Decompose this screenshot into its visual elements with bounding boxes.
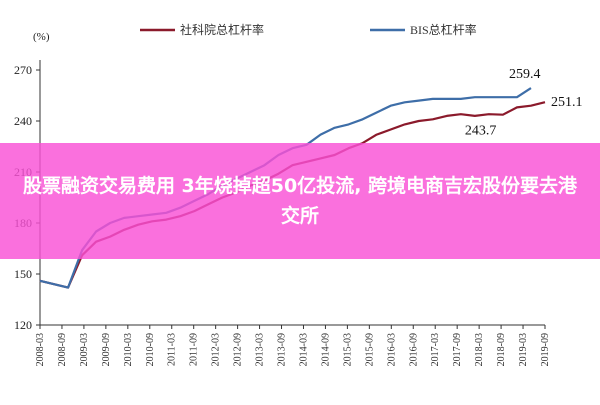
x-tick-label: 2013-09 [277, 333, 288, 366]
x-tick-label: 2010-09 [145, 333, 156, 366]
headline-banner[interactable]: 股票融资交易费用 3年烧掉超50亿投流, 跨境电商吉宏股份要去港交所 [0, 143, 600, 259]
y-tick-label: 240 [14, 114, 32, 128]
annotations: 259.4 251.1 243.7 [465, 67, 583, 139]
x-tick-label: 2011-03 [167, 333, 178, 366]
x-tick-label: 2013-03 [255, 333, 266, 366]
y-unit-label: (%) [33, 31, 50, 43]
headline-text: 股票融资交易费用 3年烧掉超50亿投流, 跨境电商吉宏股份要去港交所 [22, 175, 578, 227]
x-tick-label: 2017-03 [430, 333, 441, 366]
y-tick-label: 150 [14, 267, 32, 281]
x-tick-label: 2014-03 [298, 333, 309, 366]
x-tick-label: 2015-09 [364, 333, 375, 366]
x-tick-label: 2010-03 [123, 333, 134, 366]
x-tick-label: 2011-09 [189, 333, 200, 366]
annotation-label: 243.7 [465, 124, 497, 139]
x-tick-label: 2009-09 [101, 333, 112, 366]
x-tick-label: 2012-03 [211, 333, 222, 366]
annotation-label: 251.1 [551, 95, 583, 110]
annotation-label: 259.4 [509, 67, 541, 82]
x-tick-label: 2018-09 [496, 333, 507, 366]
x-tick-label: 2009-03 [79, 333, 90, 366]
x-tick-label: 2015-03 [342, 333, 353, 366]
legend-label: 社科院总杠杆率 [180, 22, 264, 37]
legend-label: BIS总杠杆率 [410, 22, 477, 37]
x-tick-label: 2019-03 [518, 333, 529, 366]
legend: 社科院总杠杆率 BIS总杠杆率 [140, 22, 477, 37]
x-tick-label: 2016-09 [408, 333, 419, 366]
x-tick-label: 2018-03 [474, 333, 485, 366]
x-tick-label: 2016-03 [386, 333, 397, 366]
x-tick-label: 2012-09 [233, 333, 244, 366]
y-tick-label: 270 [14, 63, 32, 77]
x-tick-label: 2008-03 [35, 333, 46, 366]
x-tick-label: 2014-09 [320, 333, 331, 366]
y-tick-label: 120 [14, 318, 32, 332]
x-tick-label: 2017-09 [452, 333, 463, 366]
x-tick-label: 2008-09 [57, 333, 68, 366]
x-tick-label: 2019-09 [540, 333, 551, 366]
